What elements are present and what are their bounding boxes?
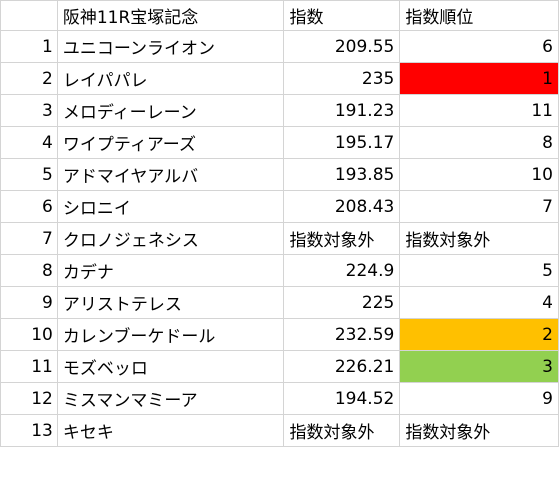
rank-cell[interactable]: 1 <box>399 62 559 95</box>
table-row: 10 カレンブーケドール 232.59 2 <box>0 318 559 351</box>
table-row: 3 メロディーレーン 191.23 11 <box>0 94 559 127</box>
row-index-cell[interactable]: 13 <box>0 414 58 447</box>
table-row: 5 アドマイヤアルバ 193.85 10 <box>0 158 559 191</box>
race-index-table: 阪神11R宝塚記念 指数 指数順位 1 ユニコーンライオン 209.55 6 2 レイパパ… <box>0 0 559 447</box>
row-index-cell[interactable]: 4 <box>0 126 58 159</box>
header-race-cell[interactable]: 阪神11R宝塚記念 <box>56 0 285 31</box>
score-cell[interactable]: 209.55 <box>283 30 401 63</box>
rank-cell[interactable]: 2 <box>399 318 559 351</box>
score-cell[interactable]: 191.23 <box>283 94 401 127</box>
horse-name-cell[interactable]: ユニコーンライオン <box>56 30 285 63</box>
header-rank-cell[interactable]: 指数順位 <box>399 0 559 31</box>
rank-cell[interactable]: 4 <box>399 286 559 319</box>
horse-name-cell[interactable]: レイパパレ <box>56 62 285 95</box>
horse-name-cell[interactable]: クロノジェネシス <box>56 222 285 255</box>
score-cell[interactable]: 193.85 <box>283 158 401 191</box>
table-row: 13 キセキ 指数対象外 指数対象外 <box>0 414 559 447</box>
rank-cell[interactable]: 6 <box>399 30 559 63</box>
row-index-cell[interactable]: 2 <box>0 62 58 95</box>
table-body: 阪神11R宝塚記念 指数 指数順位 1 ユニコーンライオン 209.55 6 2 レイパパ… <box>0 0 559 447</box>
row-index-cell[interactable]: 10 <box>0 318 58 351</box>
table-row: 9 アリストテレス 225 4 <box>0 286 559 319</box>
rank-cell[interactable]: 3 <box>399 350 559 383</box>
score-cell[interactable]: 指数対象外 <box>283 414 401 447</box>
score-cell[interactable]: 235 <box>283 62 401 95</box>
row-index-cell[interactable]: 9 <box>0 286 58 319</box>
spreadsheet-grid: 阪神11R宝塚記念 指数 指数順位 1 ユニコーンライオン 209.55 6 2 レイパパ… <box>0 0 559 447</box>
horse-name-cell[interactable]: カデナ <box>56 254 285 287</box>
rank-cell[interactable]: 8 <box>399 126 559 159</box>
row-index-cell[interactable]: 1 <box>0 30 58 63</box>
header-score-cell[interactable]: 指数 <box>283 0 401 31</box>
row-index-cell[interactable]: 3 <box>0 94 58 127</box>
rank-cell[interactable]: 11 <box>399 94 559 127</box>
score-cell[interactable]: 指数対象外 <box>283 222 401 255</box>
header-index-cell[interactable] <box>0 0 58 31</box>
row-index-cell[interactable]: 11 <box>0 350 58 383</box>
score-cell[interactable]: 232.59 <box>283 318 401 351</box>
score-cell[interactable]: 194.52 <box>283 382 401 415</box>
table-row: 12 ミスマンマミーア 194.52 9 <box>0 382 559 415</box>
table-row: 4 ワイプティアーズ 195.17 8 <box>0 126 559 159</box>
rank-cell[interactable]: 指数対象外 <box>399 222 559 255</box>
rank-cell[interactable]: 指数対象外 <box>399 414 559 447</box>
header-row: 阪神11R宝塚記念 指数 指数順位 <box>0 0 559 31</box>
horse-name-cell[interactable]: ワイプティアーズ <box>56 126 285 159</box>
horse-name-cell[interactable]: シロニイ <box>56 190 285 223</box>
horse-name-cell[interactable]: モズベッロ <box>56 350 285 383</box>
rank-cell[interactable]: 7 <box>399 190 559 223</box>
partial-row <box>0 477 559 494</box>
score-cell[interactable]: 226.21 <box>283 350 401 383</box>
rank-cell[interactable]: 5 <box>399 254 559 287</box>
table-row: 7 クロノジェネシス 指数対象外 指数対象外 <box>0 222 559 255</box>
score-cell[interactable]: 208.43 <box>283 190 401 223</box>
table-row: 8 カデナ 224.9 5 <box>0 254 559 287</box>
row-index-cell[interactable]: 6 <box>0 190 58 223</box>
score-cell[interactable]: 195.17 <box>283 126 401 159</box>
score-cell[interactable]: 225 <box>283 286 401 319</box>
row-index-cell[interactable]: 7 <box>0 222 58 255</box>
horse-name-cell[interactable]: アドマイヤアルバ <box>56 158 285 191</box>
table-row: 1 ユニコーンライオン 209.55 6 <box>0 30 559 63</box>
rank-cell[interactable]: 10 <box>399 158 559 191</box>
horse-name-cell[interactable]: アリストテレス <box>56 286 285 319</box>
row-index-cell[interactable]: 12 <box>0 382 58 415</box>
row-index-cell[interactable]: 5 <box>0 158 58 191</box>
horse-name-cell[interactable]: ミスマンマミーア <box>56 382 285 415</box>
row-index-cell[interactable]: 8 <box>0 254 58 287</box>
score-cell[interactable]: 224.9 <box>283 254 401 287</box>
horse-name-cell[interactable]: メロディーレーン <box>56 94 285 127</box>
table-row: 11 モズベッロ 226.21 3 <box>0 350 559 383</box>
table-row: 6 シロニイ 208.43 7 <box>0 190 559 223</box>
rank-cell[interactable]: 9 <box>399 382 559 415</box>
horse-name-cell[interactable]: キセキ <box>56 414 285 447</box>
table-row: 2 レイパパレ 235 1 <box>0 62 559 95</box>
horse-name-cell[interactable]: カレンブーケドール <box>56 318 285 351</box>
